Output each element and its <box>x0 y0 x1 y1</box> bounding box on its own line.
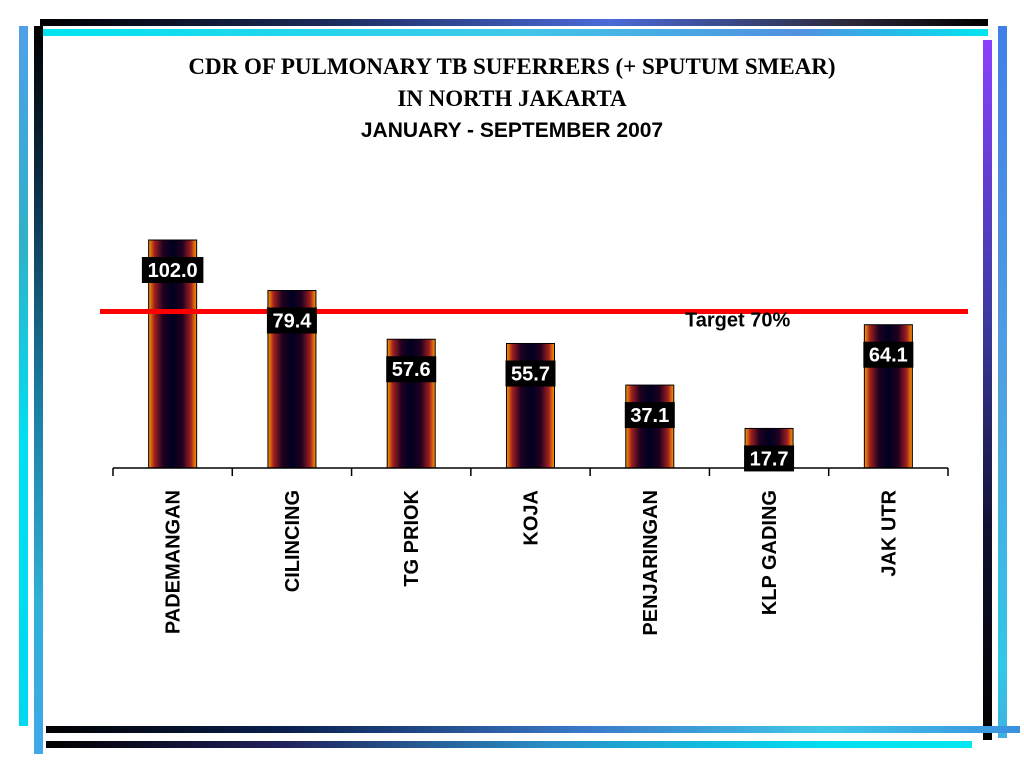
data-label-box <box>863 341 914 368</box>
data-label: 57.6 <box>392 359 431 381</box>
frame-right-inner-bar <box>983 40 992 740</box>
frame-left-outer-bar <box>19 26 28 726</box>
data-labels-layer: 102.0 79.4 57.6 55.7 37.1 17.7 64.1 <box>141 257 914 472</box>
data-label-box <box>141 257 204 283</box>
tick-label: CILINCING <box>282 490 304 592</box>
data-label-box <box>505 360 556 387</box>
frame-bottom-upper-bar <box>46 726 1020 733</box>
tick-label: PENJARINGAN <box>640 490 662 636</box>
tick-labels-layer: PADEMANGAN CILINCING TG PRIOK KOJA PENJARING… <box>163 489 901 635</box>
frame-top-dark-bar <box>40 19 988 26</box>
data-label: 17.7 <box>750 448 789 470</box>
data-label-box <box>624 402 675 429</box>
tick-label: KLP GADING <box>759 490 781 615</box>
chart-title-line2: IN NORTH JAKARTA <box>397 86 627 111</box>
frame-right-outer-bar <box>998 26 1007 738</box>
data-label-box <box>266 307 317 334</box>
tick-label: PADEMANGAN <box>163 490 185 634</box>
data-label-box <box>744 445 795 472</box>
data-label: 55.7 <box>511 363 550 385</box>
frame-top-cyan-bar <box>40 29 988 36</box>
frame-bottom-lower-bar <box>46 741 972 748</box>
data-label-box <box>386 356 437 383</box>
data-label: 102.0 <box>148 260 198 282</box>
target-label: Target 70% <box>685 310 790 332</box>
data-label: 37.1 <box>630 405 669 427</box>
frame-left-inner-bar <box>34 26 43 754</box>
chart-title-line1: CDR OF PULMONARY TB SUFERRERS (+ SPUTUM … <box>188 54 836 79</box>
tick-label: JAK UTR <box>878 489 900 576</box>
chart-subtitle: JANUARY - SEPTEMBER 2007 <box>360 119 664 142</box>
tick-label: TG PRIOK <box>401 489 423 586</box>
data-label: 79.4 <box>272 311 312 333</box>
tick-label: KOJA <box>521 490 543 546</box>
x-axis <box>112 467 949 476</box>
bars-layer <box>148 239 913 469</box>
data-label: 64.1 <box>869 345 908 367</box>
target-layer: Target 70% <box>100 309 968 332</box>
